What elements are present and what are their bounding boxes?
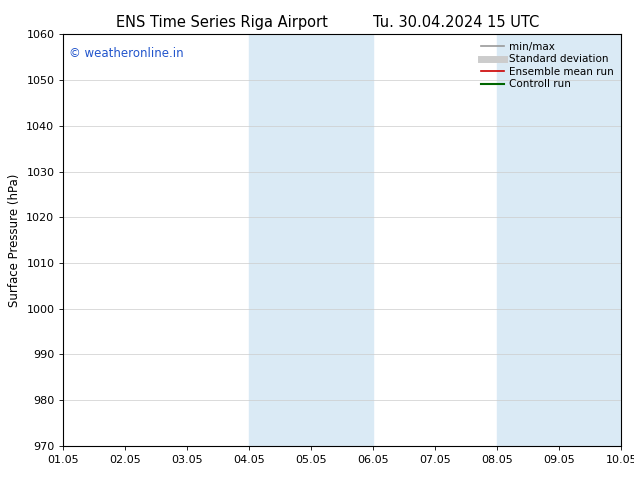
Bar	[497, 34, 559, 446]
Y-axis label: Surface Pressure (hPa): Surface Pressure (hPa)	[8, 173, 21, 307]
Bar	[249, 34, 311, 446]
Text: ENS Time Series Riga Airport: ENS Time Series Riga Airport	[116, 15, 328, 30]
Legend: min/max, Standard deviation, Ensemble mean run, Controll run: min/max, Standard deviation, Ensemble me…	[479, 40, 616, 92]
Text: © weatheronline.in: © weatheronline.in	[69, 47, 184, 60]
Bar	[559, 34, 621, 446]
Bar	[311, 34, 373, 446]
Text: Tu. 30.04.2024 15 UTC: Tu. 30.04.2024 15 UTC	[373, 15, 540, 30]
